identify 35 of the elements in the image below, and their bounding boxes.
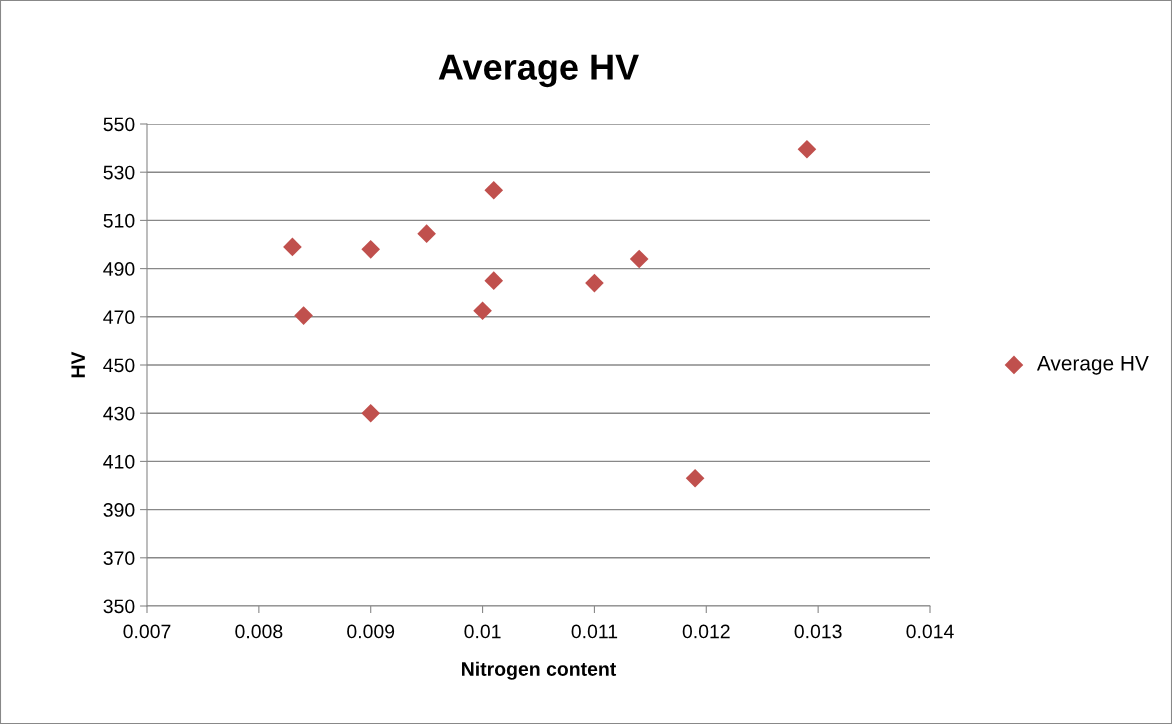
point bbox=[629, 249, 649, 269]
point bbox=[484, 180, 504, 200]
y-tick-label: 430 bbox=[103, 406, 135, 421]
y-tick-label: 510 bbox=[103, 213, 135, 228]
point bbox=[283, 237, 302, 257]
x-tick-label: 0.011 bbox=[571, 624, 618, 639]
point bbox=[294, 306, 313, 325]
legend-label: Average HV bbox=[1036, 356, 1149, 375]
y-tick-label: 530 bbox=[103, 165, 135, 180]
y-tick-label: 490 bbox=[103, 262, 135, 276]
x-tick-label: 0.012 bbox=[682, 624, 730, 639]
y-tick-label: 470 bbox=[103, 310, 135, 325]
x-tick-label: 0.008 bbox=[235, 624, 283, 639]
point bbox=[361, 240, 381, 259]
point bbox=[484, 271, 504, 290]
x-tick-label: 0.013 bbox=[794, 624, 842, 639]
y-tick-label: 350 bbox=[103, 599, 135, 614]
y-tick-label: 410 bbox=[103, 454, 135, 469]
point bbox=[585, 273, 604, 293]
y-tick-label: 370 bbox=[103, 551, 135, 566]
chart-title: Average HV bbox=[438, 54, 639, 88]
x-tick-label: 0.007 bbox=[123, 624, 171, 639]
point bbox=[417, 224, 436, 243]
x-tick-label: 0.009 bbox=[347, 624, 395, 639]
point bbox=[685, 468, 705, 488]
y-axis-title: HV bbox=[71, 351, 85, 378]
x-tick-label: 0.014 bbox=[906, 624, 954, 639]
x-tick-label: 0.01 bbox=[464, 624, 501, 639]
y-tick-label: 390 bbox=[103, 503, 135, 517]
point bbox=[473, 301, 492, 321]
point bbox=[797, 139, 817, 159]
point bbox=[361, 403, 381, 423]
y-tick-label: 550 bbox=[103, 117, 135, 132]
y-tick-label: 450 bbox=[103, 358, 135, 373]
x-axis-title: Nitrogen content bbox=[462, 661, 617, 680]
